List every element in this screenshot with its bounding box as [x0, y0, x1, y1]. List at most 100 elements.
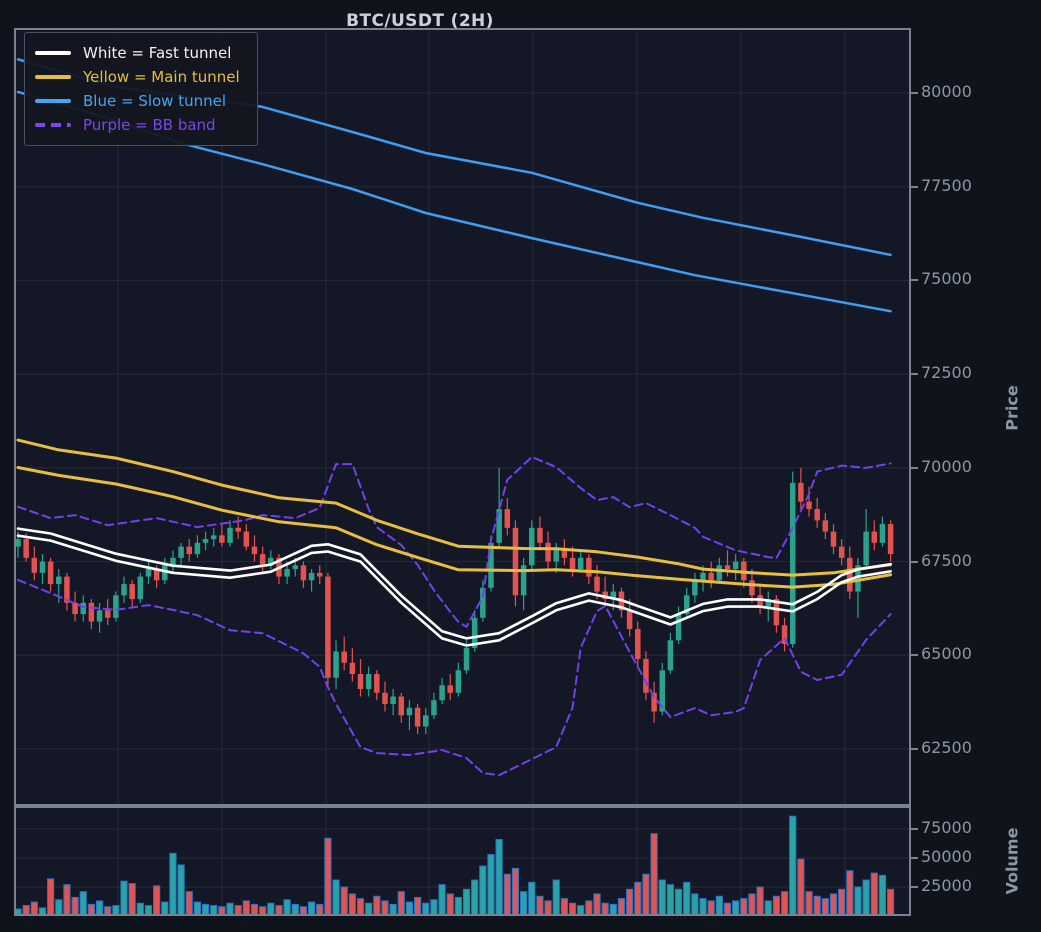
- volume-bar: [748, 893, 756, 916]
- candle-body: [202, 539, 209, 543]
- candle-body: [178, 546, 184, 558]
- candle-body: [349, 662, 356, 675]
- candle-body: [643, 659, 649, 693]
- volume-bar: [348, 893, 356, 916]
- volume-bar: [87, 903, 95, 916]
- candle-body: [830, 531, 837, 547]
- candle-body: [675, 614, 682, 641]
- candle-body: [879, 524, 886, 543]
- volume-bar: [854, 886, 862, 916]
- volume-bar: [617, 898, 626, 916]
- candle-body: [863, 531, 869, 566]
- candle-body: [463, 647, 470, 671]
- volume-bar: [397, 891, 405, 916]
- legend-item: Purple = BB band: [35, 113, 247, 137]
- volume-bar: [307, 901, 316, 916]
- candle-body: [838, 546, 845, 558]
- candle-body: [439, 685, 445, 701]
- volume-bar: [79, 891, 87, 916]
- candle-body: [683, 595, 690, 615]
- candle-body: [31, 557, 38, 573]
- volume-bar: [291, 903, 299, 916]
- price-axis-label: Price: [1002, 385, 1022, 431]
- slow-tunnel-line-sample: [35, 99, 71, 103]
- candle-body: [113, 595, 119, 618]
- volume-bar: [732, 900, 740, 916]
- volume-bar: [259, 906, 267, 916]
- volume-bar: [71, 896, 79, 916]
- axis-tick-label: 25000: [921, 876, 972, 895]
- candle-body: [586, 557, 592, 577]
- volume-bar: [805, 891, 813, 916]
- volume-bar: [511, 867, 520, 916]
- candle-body: [561, 550, 568, 558]
- candle-body: [137, 576, 144, 600]
- volume-bar: [772, 895, 781, 916]
- volume-bar: [552, 879, 560, 916]
- candle-body: [121, 584, 127, 596]
- volume-bar: [283, 899, 291, 916]
- candle-body: [757, 595, 763, 607]
- legend-item-label: Blue = Slow tunnel: [83, 92, 226, 110]
- legend-item: Blue = Slow tunnel: [35, 89, 247, 113]
- axis-tick-mark: [911, 373, 918, 376]
- candle-body: [488, 542, 494, 588]
- axis-tick-mark: [911, 560, 918, 563]
- volume-bar: [193, 901, 202, 916]
- volume-bar: [593, 893, 601, 916]
- legend-item-label: White = Fast tunnel: [83, 44, 232, 62]
- price-chart-canvas: [14, 28, 911, 806]
- volume-bar: [177, 864, 185, 916]
- candles-layer: [15, 467, 894, 735]
- candle-body: [871, 531, 878, 543]
- candle-body: [765, 599, 772, 607]
- volume-bar: [479, 865, 487, 916]
- candle-body: [789, 482, 796, 645]
- candle-body: [47, 561, 54, 585]
- candle-body: [398, 696, 405, 716]
- volume-bar: [55, 899, 63, 916]
- volume-bar: [161, 901, 169, 916]
- volume-bar: [340, 886, 348, 916]
- volume-bar: [862, 879, 870, 916]
- volume-bar: [438, 884, 446, 916]
- volume-bar: [120, 880, 128, 916]
- candle-body: [325, 576, 331, 678]
- candle-body: [23, 539, 29, 558]
- candle-body: [732, 561, 739, 570]
- candle-body: [537, 527, 543, 543]
- candle-body: [847, 557, 853, 592]
- volume-bar: [699, 898, 707, 916]
- candle-body: [635, 629, 641, 660]
- axis-tick-mark: [911, 466, 918, 469]
- candle-body: [700, 572, 706, 581]
- volume-bar: [821, 898, 829, 916]
- axis-tick-label: 50000: [921, 847, 972, 866]
- candle-body: [610, 591, 617, 600]
- candle-body: [455, 670, 462, 693]
- candle-body: [480, 587, 486, 618]
- volume-bar: [813, 895, 821, 916]
- volume-bar: [169, 852, 177, 916]
- axis-tick-mark: [911, 886, 918, 888]
- candle-body: [153, 569, 160, 581]
- volume-bar: [471, 879, 479, 916]
- axis-tick-label: 62500: [921, 738, 972, 757]
- volume-bar: [666, 884, 674, 916]
- volume-bar: [413, 896, 422, 916]
- axis-tick-label: 75000: [921, 818, 972, 837]
- axis-tick-mark: [911, 828, 918, 830]
- candle-body: [316, 572, 323, 577]
- volume-bar: [405, 901, 414, 916]
- volume-bar: [185, 891, 193, 916]
- volume-bar: [650, 833, 658, 916]
- axis-tick-label: 75000: [921, 269, 972, 289]
- candle-body: [268, 557, 274, 566]
- axis-tick-label: 72500: [921, 363, 972, 383]
- volume-bar: [201, 903, 210, 916]
- price-panel-border: [14, 28, 911, 806]
- candle-body: [504, 509, 511, 528]
- chart-title: BTC/USDT (2H): [346, 11, 494, 31]
- candle-body: [227, 527, 233, 543]
- volume-bar: [446, 893, 454, 916]
